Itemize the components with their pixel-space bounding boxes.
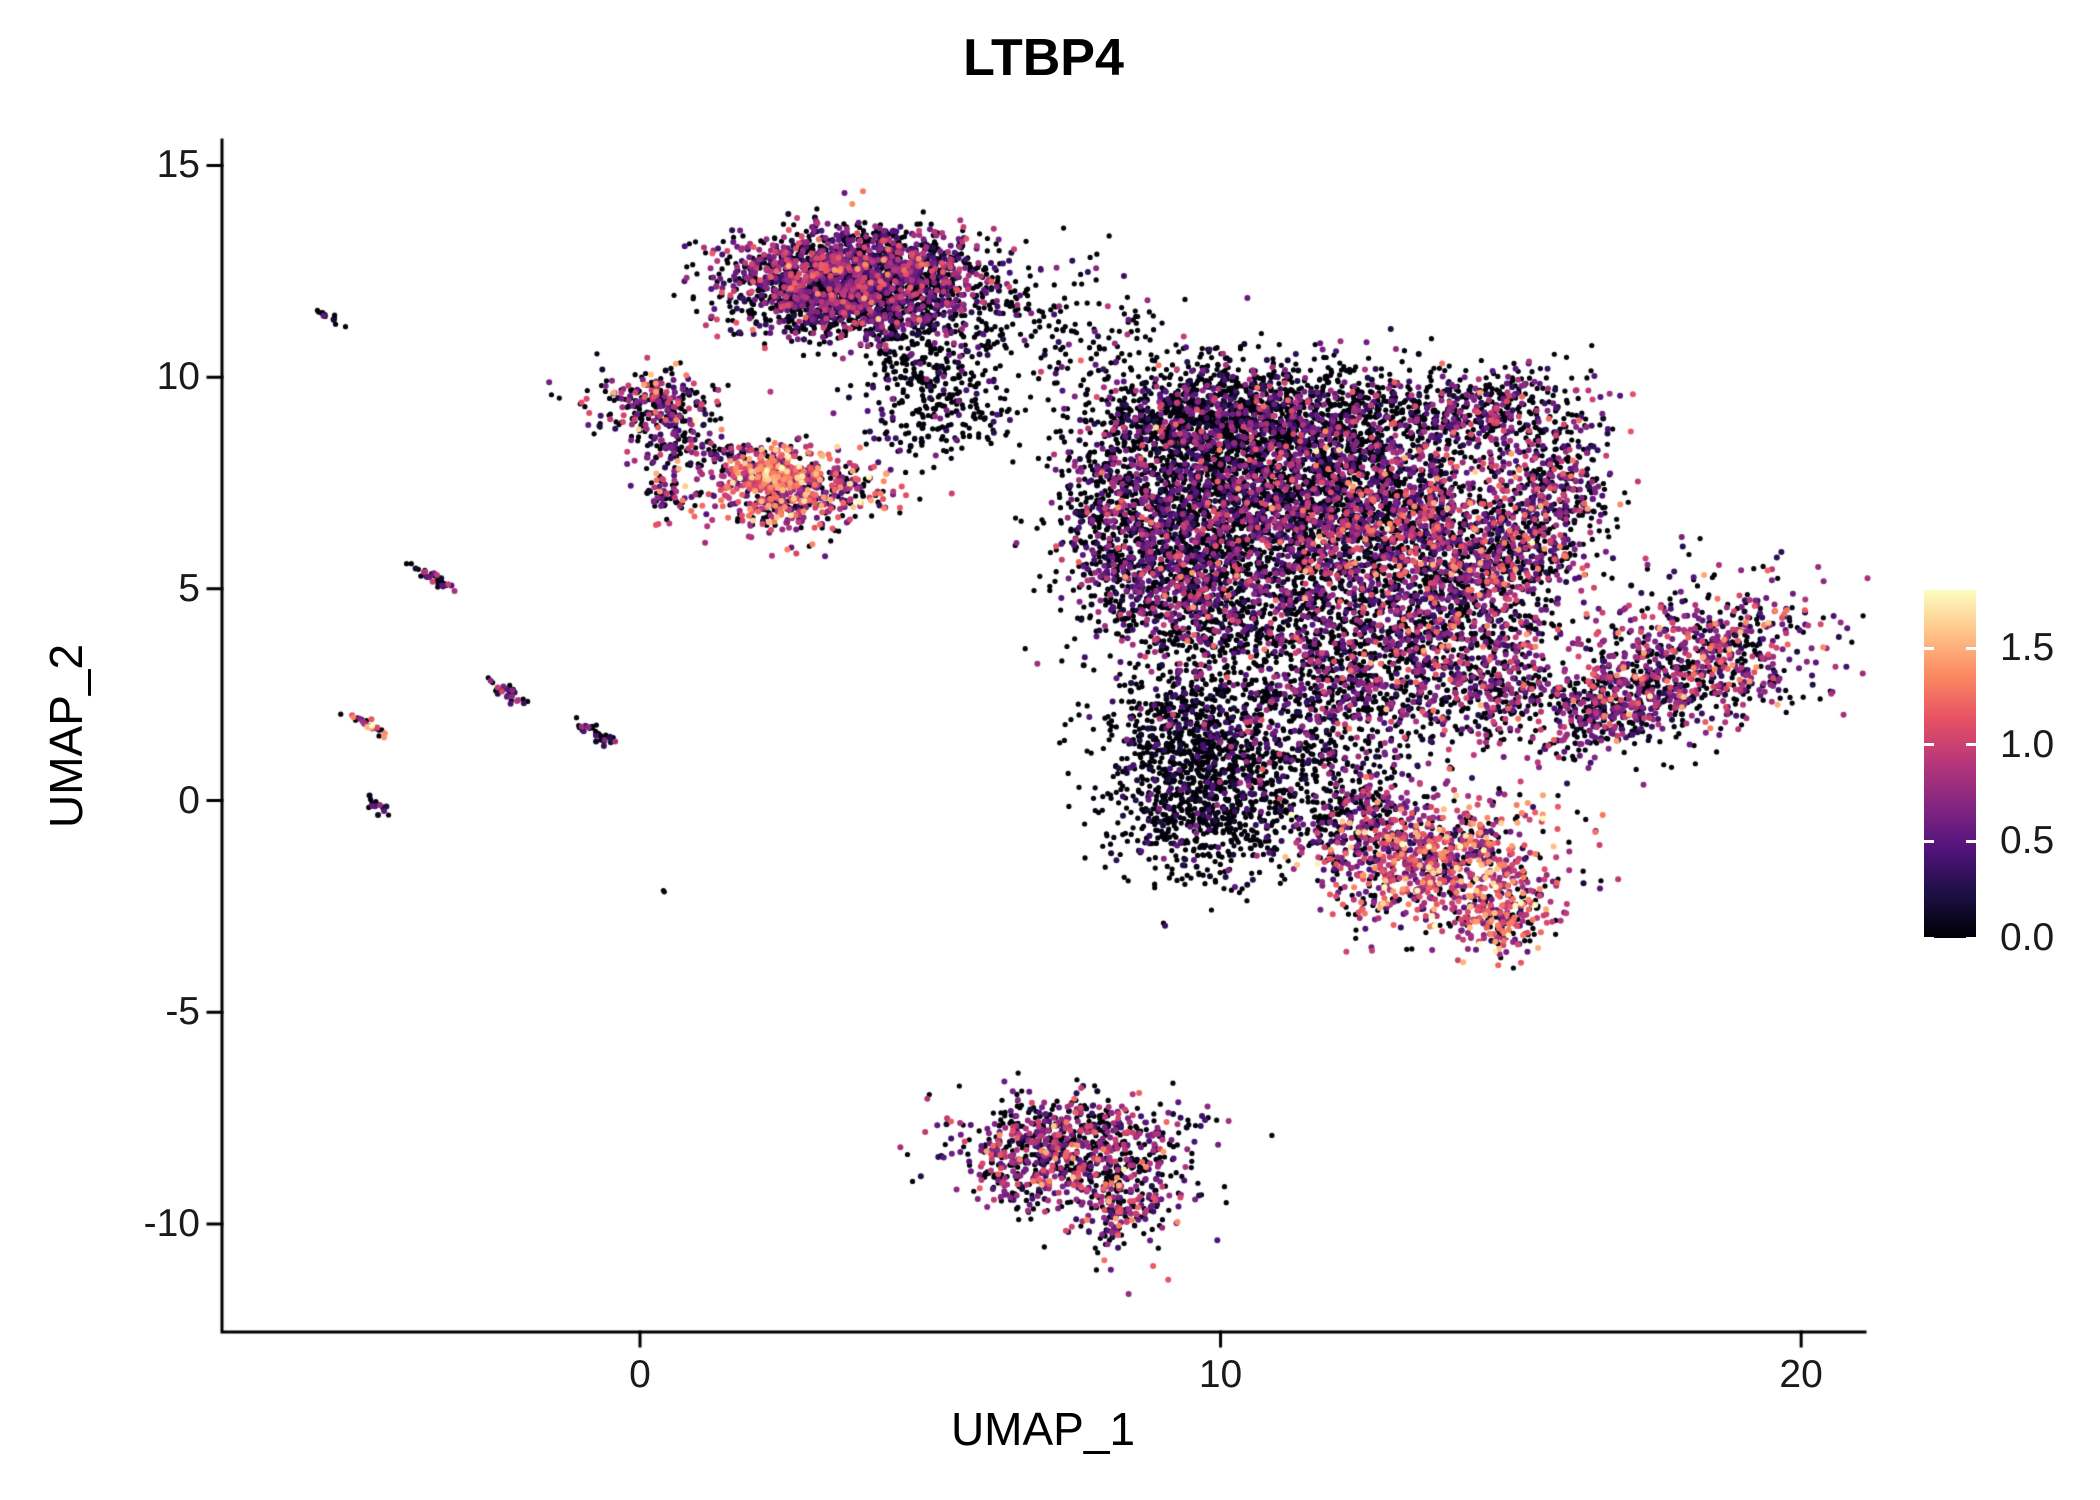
y-tick-label: -10 bbox=[143, 1202, 200, 1246]
colorbar-tick-label: 0.0 bbox=[2000, 916, 2055, 959]
y-tick-label: 15 bbox=[156, 143, 200, 187]
colorbar-tickmark bbox=[1966, 743, 1976, 747]
x-tick-label: 20 bbox=[1779, 1353, 1823, 1396]
colorbar-tickmark bbox=[1966, 646, 1976, 650]
colorbar-gradient bbox=[1924, 590, 1976, 938]
x-tick-label: 0 bbox=[629, 1353, 651, 1396]
colorbar-tickmark bbox=[1924, 936, 1934, 940]
plot-title: LTBP4 bbox=[963, 29, 1124, 87]
colorbar-tick-label: 1.5 bbox=[2000, 626, 2055, 669]
colorbar-tickmark bbox=[1924, 839, 1934, 843]
colorbar-tick-label: 0.5 bbox=[2000, 819, 2055, 863]
colorbar-tickmark bbox=[1966, 936, 1976, 940]
x-axis-label: UMAP_1 bbox=[950, 1403, 1136, 1455]
y-tick-label: -5 bbox=[165, 990, 200, 1034]
y-tick-label: 0 bbox=[178, 778, 200, 822]
colorbar-tickmark bbox=[1966, 839, 1976, 843]
colorbar-tick-label: 1.0 bbox=[2000, 722, 2055, 766]
colorbar-tickmark bbox=[1924, 743, 1934, 747]
colorbar-tickmark bbox=[1924, 646, 1934, 650]
y-tick-label: 5 bbox=[178, 566, 200, 610]
y-tick-label: 10 bbox=[156, 355, 200, 399]
x-tick-label: 10 bbox=[1198, 1353, 1243, 1396]
